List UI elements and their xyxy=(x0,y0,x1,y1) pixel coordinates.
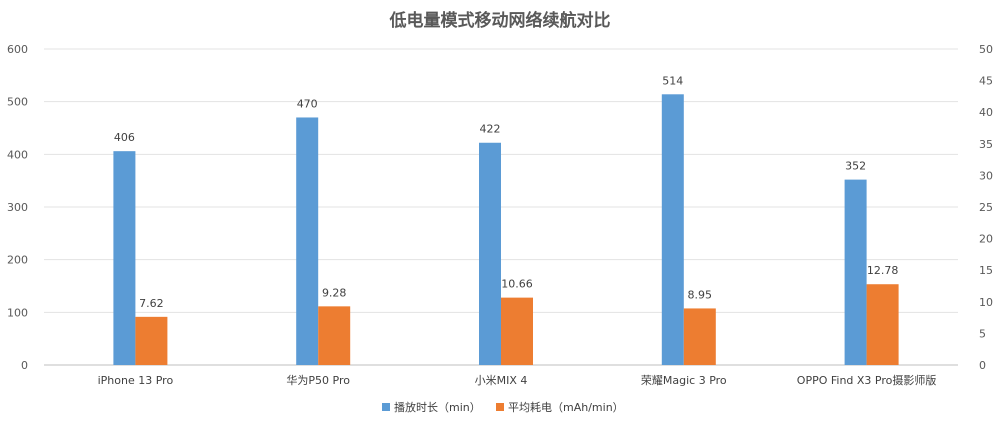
category-label: 小米MIX 4 xyxy=(475,374,528,387)
y-right-tick-label: 45 xyxy=(979,75,993,88)
y-right-tick-label: 15 xyxy=(979,264,993,277)
left-axis: 0 100 200 300 400 500 600 xyxy=(7,43,28,372)
data-labels: 406 7.62 470 9.28 422 10.66 514 8.95 352 12.78 xyxy=(114,74,898,310)
legend-swatch-consumption xyxy=(496,403,504,411)
bar-consumption xyxy=(135,316,168,365)
data-label-duration: 514 xyxy=(662,74,683,87)
y-right-tick-label: 40 xyxy=(979,106,993,119)
category-label: 荣耀Magic 3 Pro xyxy=(641,374,727,387)
category-axis: iPhone 13 Pro 华为P50 Pro 小米MIX 4 荣耀Magic 3 P… xyxy=(98,373,937,387)
y-left-tick-label: 0 xyxy=(21,359,28,372)
legend-label-consumption: 平均耗电（mAh/min） xyxy=(508,401,624,414)
y-right-tick-label: 30 xyxy=(979,169,993,182)
category-label: OPPO Find X3 Pro摄影师版 xyxy=(797,373,937,387)
legend: 播放时长（min） 平均耗电（mAh/min） xyxy=(382,400,624,414)
y-right-tick-label: 50 xyxy=(979,43,993,56)
data-label-duration: 422 xyxy=(480,123,501,136)
y-left-tick-label: 300 xyxy=(7,201,28,214)
bar-duration xyxy=(113,151,136,365)
right-axis: 0 5 10 15 20 25 30 35 40 45 50 xyxy=(979,43,993,372)
legend-label-duration: 播放时长（min） xyxy=(394,400,481,414)
chart-title: 低电量模式移动网络续航对比 xyxy=(389,10,611,31)
y-right-tick-label: 0 xyxy=(979,359,986,372)
y-left-tick-label: 500 xyxy=(7,96,28,109)
bars-layer xyxy=(113,94,899,365)
bar-consumption xyxy=(501,297,533,365)
legend-swatch-duration xyxy=(382,403,390,411)
bar-duration xyxy=(661,94,684,365)
y-left-tick-label: 100 xyxy=(7,306,28,319)
data-label-consumption: 7.62 xyxy=(139,297,164,310)
category-label: 华为P50 Pro xyxy=(286,373,350,387)
bar-duration xyxy=(479,142,501,365)
data-label-consumption: 10.66 xyxy=(501,278,533,291)
bar-duration xyxy=(844,179,867,365)
bar-consumption xyxy=(683,308,716,365)
bar-consumption xyxy=(866,284,899,365)
y-right-tick-label: 25 xyxy=(979,201,993,214)
y-right-tick-label: 20 xyxy=(979,233,993,246)
y-left-tick-label: 600 xyxy=(7,43,28,56)
data-label-duration: 352 xyxy=(845,160,866,173)
y-left-tick-label: 200 xyxy=(7,254,28,267)
data-label-consumption: 9.28 xyxy=(322,286,347,299)
bar-consumption xyxy=(318,306,351,365)
data-label-consumption: 8.95 xyxy=(688,288,713,301)
category-label: iPhone 13 Pro xyxy=(98,374,174,387)
y-left-tick-label: 400 xyxy=(7,148,28,161)
data-label-consumption: 12.78 xyxy=(867,264,899,277)
bar-duration xyxy=(296,117,319,365)
y-right-tick-label: 35 xyxy=(979,138,993,151)
y-right-tick-label: 5 xyxy=(979,327,986,340)
data-label-duration: 470 xyxy=(297,97,318,110)
data-label-duration: 406 xyxy=(114,131,135,144)
y-right-tick-label: 10 xyxy=(979,296,993,309)
